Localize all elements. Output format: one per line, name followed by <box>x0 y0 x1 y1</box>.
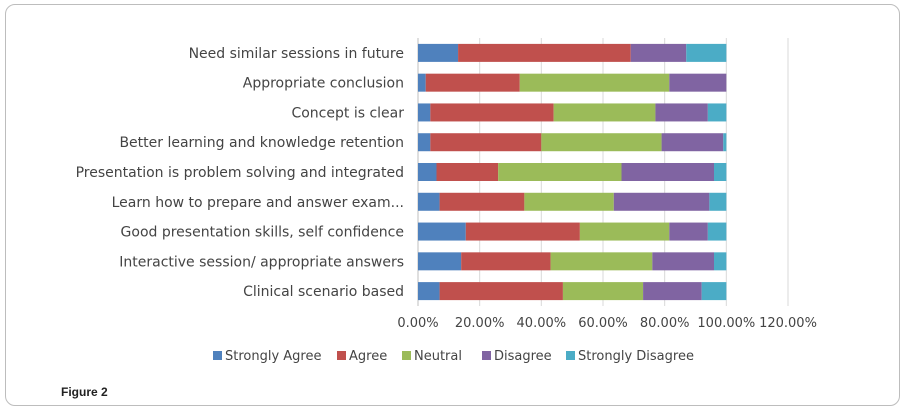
figure-caption: Figure 2 <box>61 385 108 399</box>
bar-segment-disagree <box>613 192 710 211</box>
bar-segment-disagree <box>643 282 702 301</box>
bar-segment-agree <box>461 252 551 271</box>
bar-segment-neutral <box>524 192 614 211</box>
legend-label-neutral: Neutral <box>414 349 462 364</box>
bar-segment-strongly-agree <box>418 222 466 241</box>
legend-swatch-strongly-disagree <box>566 351 575 360</box>
bar-segment-neutral <box>498 163 622 181</box>
category-label: Concept is clear <box>291 105 404 121</box>
bar-segment-strongly-disagree <box>707 103 727 122</box>
x-tick-label: 60.00% <box>578 316 628 331</box>
chart-bars <box>418 43 727 301</box>
bar-segment-agree <box>436 163 499 181</box>
legend-label-agree: Agree <box>349 349 387 364</box>
category-label: Need similar sessions in future <box>189 46 404 62</box>
chart-legend: Strongly Agree Agree Neutral Disagree Strong… <box>213 349 694 364</box>
value-axis-tick-labels: 0.00% 20.00% 40.00% 60.00% 80.00% 100.00% 120.… <box>397 316 817 331</box>
bar-segment-disagree <box>669 73 727 92</box>
category-label: Good presentation skills, self confidenc… <box>121 225 404 241</box>
bar-segment-strongly-disagree <box>714 163 727 181</box>
category-axis-labels: Need similar sessions in future Appropria… <box>76 46 405 300</box>
bar-segment-disagree <box>621 163 714 181</box>
category-label: Better learning and knowledge retention <box>119 135 404 151</box>
bar-segment-disagree <box>655 103 708 122</box>
bar-segment-strongly-agree <box>418 192 440 211</box>
bar-segment-neutral <box>562 282 644 301</box>
bar-segment-strongly-disagree <box>723 133 727 152</box>
legend-swatch-disagree <box>482 351 491 360</box>
legend-label-disagree: Disagree <box>494 349 552 364</box>
bar-segment-strongly-agree <box>418 163 437 181</box>
category-label: Interactive session/ appropriate answers <box>119 254 404 270</box>
bar-segment-disagree <box>661 133 724 152</box>
category-label: Clinical scenario based <box>243 284 404 300</box>
bar-segment-strongly-agree <box>418 252 462 271</box>
x-tick-label: 100.00% <box>697 316 755 331</box>
bar-segment-agree <box>439 282 563 301</box>
x-tick-label: 120.00% <box>759 316 817 331</box>
legend-swatch-neutral <box>402 351 411 360</box>
bar-segment-neutral <box>550 252 653 271</box>
bar-segment-strongly-disagree <box>709 192 727 211</box>
category-label: Learn how to prepare and answer exam... <box>112 195 404 211</box>
bar-segment-agree <box>430 133 542 152</box>
bar-segment-strongly-disagree <box>707 222 727 241</box>
bar-segment-neutral <box>579 222 670 241</box>
bar-segment-agree <box>425 73 520 92</box>
x-tick-label: 20.00% <box>455 316 505 331</box>
bar-segment-agree <box>465 222 580 241</box>
bar-segment-strongly-agree <box>418 73 426 92</box>
category-label: Appropriate conclusion <box>243 76 404 92</box>
bar-segment-disagree <box>669 222 708 241</box>
bar-segment-disagree <box>630 43 687 62</box>
legend-label-strongly-disagree: Strongly Disagree <box>578 349 694 364</box>
bar-segment-strongly-agree <box>418 103 431 122</box>
bar-segment-strongly-disagree <box>701 282 727 301</box>
bar-segment-agree <box>430 103 554 122</box>
x-tick-label: 40.00% <box>517 316 567 331</box>
legend-swatch-strongly-agree <box>213 351 222 360</box>
bar-segment-neutral <box>541 133 662 152</box>
bar-segment-agree <box>439 192 525 211</box>
x-tick-label: 80.00% <box>640 316 690 331</box>
bar-segment-disagree <box>652 252 714 271</box>
bar-segment-strongly-agree <box>418 43 459 62</box>
bar-segment-neutral <box>519 73 670 92</box>
legend-swatch-agree <box>337 351 346 360</box>
x-tick-label: 0.00% <box>397 316 438 331</box>
bar-segment-strongly-agree <box>418 133 431 152</box>
bar-segment-agree <box>458 43 631 62</box>
bar-segment-neutral <box>553 103 656 122</box>
category-label: Presentation is problem solving and inte… <box>76 165 404 181</box>
bar-segment-strongly-disagree <box>714 252 727 271</box>
legend-label-strongly-agree: Strongly Agree <box>225 349 322 364</box>
bar-segment-strongly-agree <box>418 282 440 301</box>
bar-segment-strongly-disagree <box>686 43 727 62</box>
